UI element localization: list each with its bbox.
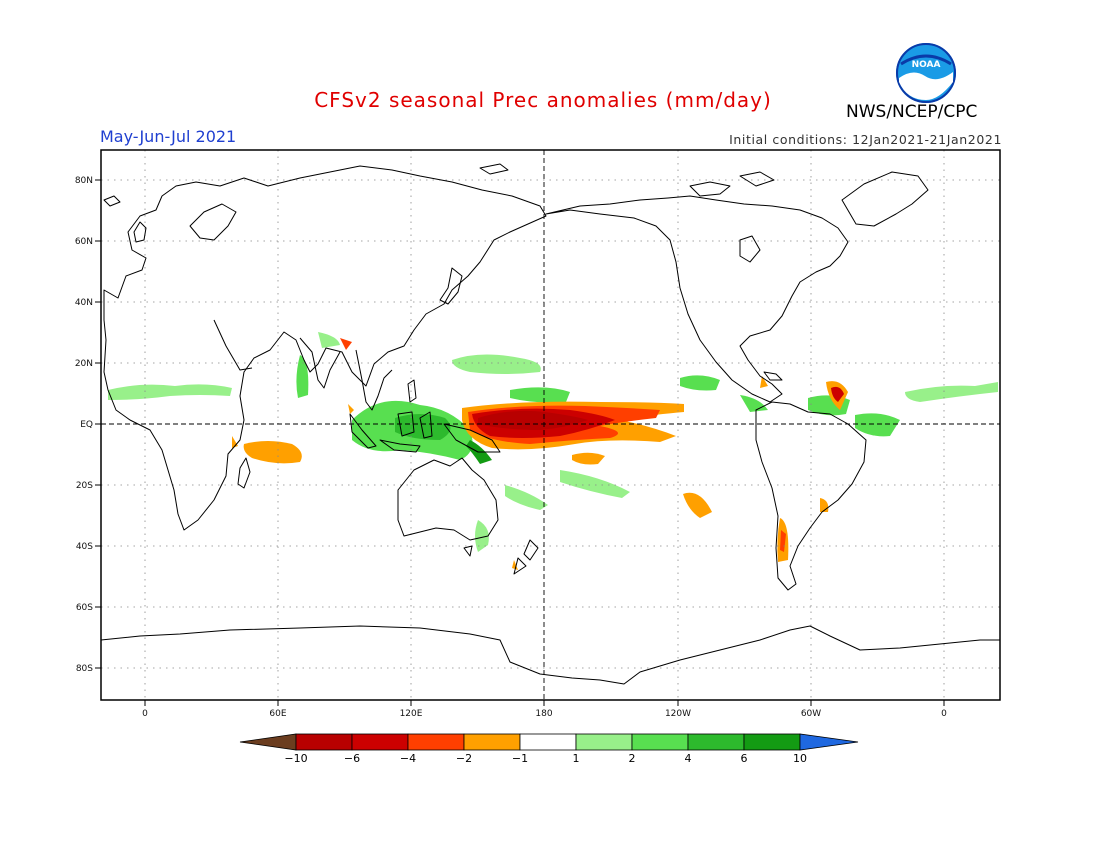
anomaly-shading bbox=[108, 332, 998, 570]
axis-ticks bbox=[95, 179, 945, 706]
colorbar-tick-label: 4 bbox=[685, 752, 692, 765]
colorbar-swatch bbox=[631, 733, 689, 751]
lat-label: 80N bbox=[75, 176, 93, 186]
lat-label: 20S bbox=[76, 481, 93, 491]
colorbar-swatch bbox=[463, 733, 521, 751]
lat-label: 60N bbox=[75, 237, 93, 247]
lon-label: 0 bbox=[142, 709, 148, 719]
lat-label: 40N bbox=[75, 298, 93, 308]
map-frame bbox=[100, 149, 1001, 701]
lon-label: 60E bbox=[269, 709, 286, 719]
lat-label: 80S bbox=[76, 664, 93, 674]
logo-text: NOAA bbox=[912, 60, 941, 70]
colorbar-swatch bbox=[519, 733, 577, 751]
colorbar-swatch bbox=[407, 733, 465, 751]
colorbar-swatch bbox=[687, 733, 745, 751]
colorbar-tick-label: 2 bbox=[629, 752, 636, 765]
lat-label: 40S bbox=[76, 542, 93, 552]
lat-label: 20N bbox=[75, 359, 93, 369]
longitude-labels: 0 60E 120E 180 120W 60W 0 bbox=[142, 709, 947, 719]
colorbar-tick-label: −4 bbox=[400, 752, 416, 765]
colorbar-tick-label: −1 bbox=[512, 752, 528, 765]
lon-label: 60W bbox=[801, 709, 821, 719]
agency-label: NWS/NCEP/CPC bbox=[846, 102, 978, 122]
noaa-logo: NOAA bbox=[896, 43, 956, 103]
lon-label: 120W bbox=[665, 709, 691, 719]
lon-label: 180 bbox=[535, 709, 552, 719]
colorbar-swatch bbox=[743, 733, 801, 751]
colorbar-tick-label: 6 bbox=[741, 752, 748, 765]
coastlines bbox=[101, 163, 1000, 685]
colorbar-tick-label: −6 bbox=[344, 752, 360, 765]
lat-label: 60S bbox=[76, 603, 93, 613]
colorbar-min-arrow bbox=[239, 733, 297, 751]
colorbar-swatch bbox=[351, 733, 409, 751]
colorbar-tick-label: 1 bbox=[573, 752, 580, 765]
colorbar-tick-label: 10 bbox=[793, 752, 807, 765]
colorbar-max-arrow bbox=[799, 733, 859, 751]
lon-label: 0 bbox=[941, 709, 947, 719]
colorbar-tick-label: −10 bbox=[284, 752, 307, 765]
colorbar-swatch bbox=[295, 733, 353, 751]
graticule bbox=[101, 150, 1000, 700]
initial-conditions: Initial conditions: 12Jan2021-21Jan2021 bbox=[729, 132, 1002, 147]
colorbar-swatch bbox=[575, 733, 633, 751]
colorbar-tick-label: −2 bbox=[456, 752, 472, 765]
colorbar-legend: −10 −6 −4 −2 −1 1 2 4 6 10 bbox=[239, 733, 859, 765]
lon-label: 120E bbox=[400, 709, 423, 719]
map-title: CFSv2 seasonal Prec anomalies (mm/day) bbox=[314, 88, 772, 112]
lat-label: EQ bbox=[80, 420, 93, 430]
latitude-labels: 80N 60N 40N 20N EQ 20S 40S 60S 80S bbox=[75, 176, 93, 674]
forecast-period: May-Jun-Jul 2021 bbox=[100, 127, 237, 146]
